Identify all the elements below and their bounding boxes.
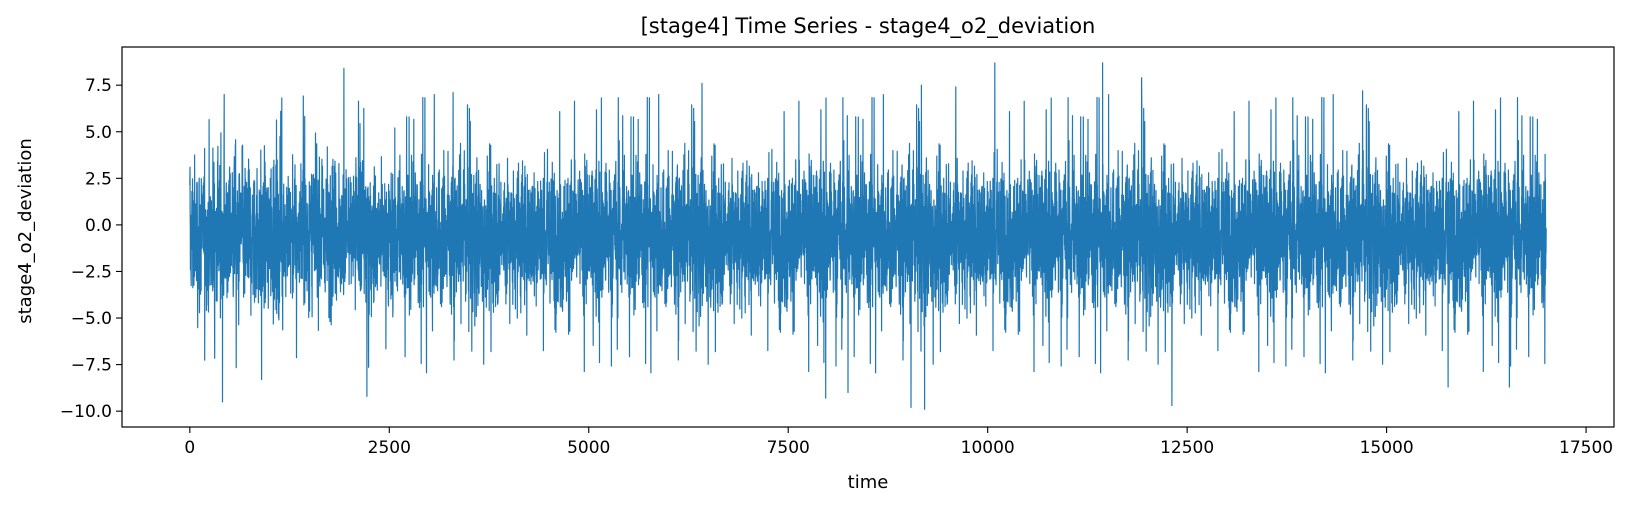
x-axis-label: time [848,472,889,493]
y-tick-label: −2.5 [71,262,112,282]
x-tick-label: 17500 [1559,438,1613,458]
x-tick-label: 15000 [1360,438,1414,458]
y-tick-label: −10.0 [60,402,112,422]
y-tick-label: 2.5 [85,169,112,189]
y-axis-label: stage4_o2_deviation [15,138,36,324]
y-tick-label: 0.0 [85,216,112,236]
x-tick-label: 2500 [368,438,411,458]
y-axis: −10.0 −7.5 −5.0 −2.5 0.0 2.5 5.0 7.5 [60,76,122,422]
y-tick-label: −5.0 [71,309,112,329]
x-tick-label: 10000 [961,438,1015,458]
y-tick-label: −7.5 [71,356,112,376]
chart-title: [stage4] Time Series - stage4_o2_deviati… [641,14,1096,39]
y-tick-label: 7.5 [85,76,112,96]
axes-frame [121,46,1615,428]
x-axis: 0 2500 5000 7500 10000 12500 15000 17500 [184,427,1613,458]
x-tick-label: 0 [184,438,195,458]
series-line [189,62,1547,410]
x-tick-label: 7500 [767,438,810,458]
x-tick-label: 12500 [1160,438,1214,458]
plot-area [189,62,1547,410]
y-tick-label: 5.0 [85,123,112,143]
x-tick-label: 5000 [567,438,610,458]
